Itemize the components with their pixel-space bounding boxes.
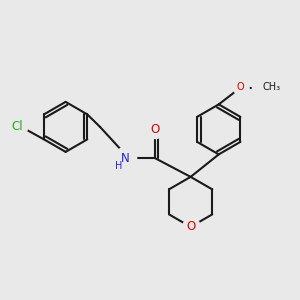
Text: CH₃: CH₃ <box>262 82 280 92</box>
Text: Cl: Cl <box>12 120 23 134</box>
Text: N: N <box>121 152 129 165</box>
Text: H: H <box>115 161 122 171</box>
Text: O: O <box>186 220 195 233</box>
Text: O: O <box>237 82 244 92</box>
Text: O: O <box>150 123 160 136</box>
